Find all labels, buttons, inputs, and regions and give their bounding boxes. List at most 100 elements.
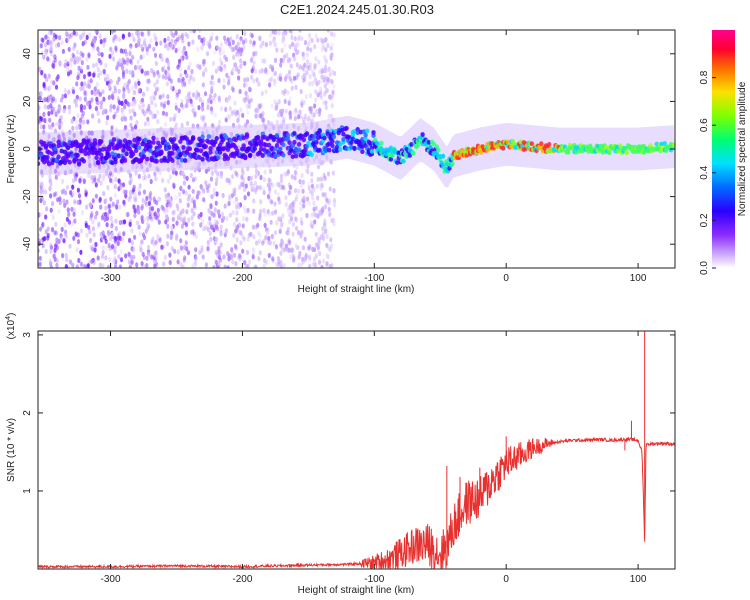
noise-point	[166, 233, 170, 239]
x-tick-label: -100	[364, 574, 384, 585]
noise-point	[122, 199, 126, 205]
noise-point	[262, 177, 266, 183]
noise-point	[148, 43, 152, 49]
noise-point	[249, 231, 253, 237]
noise-point	[127, 259, 132, 265]
noise-point	[302, 195, 306, 201]
ridge-point	[75, 153, 80, 158]
noise-point	[174, 105, 178, 111]
noise-point	[280, 264, 284, 268]
noise-point	[246, 263, 250, 268]
ridge-point	[170, 158, 175, 164]
noise-point	[297, 114, 301, 120]
noise-point	[291, 221, 295, 227]
ridge-point	[56, 154, 61, 160]
ridge-point	[266, 142, 272, 148]
noise-point	[165, 111, 169, 117]
noise-point	[166, 36, 170, 42]
noise-point	[84, 264, 88, 268]
noise-point	[202, 70, 206, 76]
noise-point	[134, 84, 138, 90]
noise-point	[292, 255, 296, 261]
ridge-point	[148, 140, 153, 146]
noise-point	[289, 63, 293, 69]
noise-point	[103, 198, 107, 205]
noise-point	[102, 42, 106, 48]
noise-point	[140, 31, 144, 37]
noise-point	[156, 212, 160, 218]
noise-point	[91, 47, 95, 53]
ridge-point	[224, 135, 229, 141]
noise-point	[211, 80, 215, 86]
ridge-point	[410, 150, 416, 156]
noise-point	[169, 201, 173, 207]
noise-point	[64, 229, 68, 235]
noise-point	[151, 92, 155, 98]
noise-point	[203, 91, 208, 97]
noise-point	[332, 221, 336, 227]
noise-point	[84, 190, 88, 196]
noise-point	[271, 30, 276, 35]
noise-point	[286, 89, 290, 95]
noise-point	[170, 225, 174, 231]
noise-point	[206, 187, 210, 194]
spectrogram-xlabel: Height of straight line (km)	[298, 284, 415, 295]
noise-point	[180, 223, 184, 229]
noise-point	[329, 113, 333, 119]
noise-point	[294, 170, 298, 176]
noise-point	[125, 68, 129, 74]
noise-point	[283, 88, 287, 94]
noise-point	[39, 211, 43, 217]
noise-point	[309, 219, 314, 225]
noise-point	[153, 52, 158, 58]
ridge-point	[76, 161, 82, 167]
ridge-point	[296, 147, 302, 153]
noise-point	[291, 41, 295, 47]
noise-point	[165, 202, 169, 208]
noise-point	[313, 72, 317, 78]
noise-point	[206, 104, 210, 110]
noise-point	[191, 39, 195, 45]
noise-point	[267, 119, 271, 126]
noise-point	[140, 214, 144, 220]
ridge-point	[334, 144, 340, 150]
ridge-point	[296, 142, 302, 147]
noise-point	[100, 254, 105, 260]
noise-point	[39, 91, 44, 97]
noise-point	[120, 62, 124, 68]
noise-point	[310, 178, 314, 184]
noise-point	[319, 78, 323, 84]
noise-point	[76, 232, 80, 238]
noise-point	[143, 174, 147, 180]
noise-point	[76, 58, 80, 64]
noise-point	[161, 110, 166, 116]
noise-point	[207, 207, 211, 213]
noise-point	[52, 192, 56, 198]
noise-point	[136, 208, 140, 214]
ridge-point	[588, 143, 593, 149]
noise-point	[113, 249, 117, 255]
noise-point	[58, 61, 62, 67]
noise-point	[278, 199, 282, 205]
noise-point	[72, 54, 76, 60]
noise-point	[161, 74, 165, 80]
noise-point	[258, 103, 262, 109]
ridge-point	[292, 131, 297, 136]
noise-point	[140, 97, 145, 103]
noise-point	[279, 184, 283, 190]
noise-point	[185, 73, 189, 79]
noise-point	[99, 39, 103, 45]
noise-point	[42, 200, 47, 206]
noise-point	[82, 179, 86, 185]
noise-point	[307, 185, 311, 191]
noise-point	[242, 215, 246, 222]
noise-point	[219, 66, 223, 72]
noise-point	[128, 172, 133, 178]
noise-point	[55, 121, 59, 127]
noise-point	[238, 253, 242, 259]
noise-point	[218, 57, 222, 63]
noise-point	[165, 81, 169, 87]
noise-point	[143, 217, 147, 223]
noise-point	[65, 184, 69, 191]
